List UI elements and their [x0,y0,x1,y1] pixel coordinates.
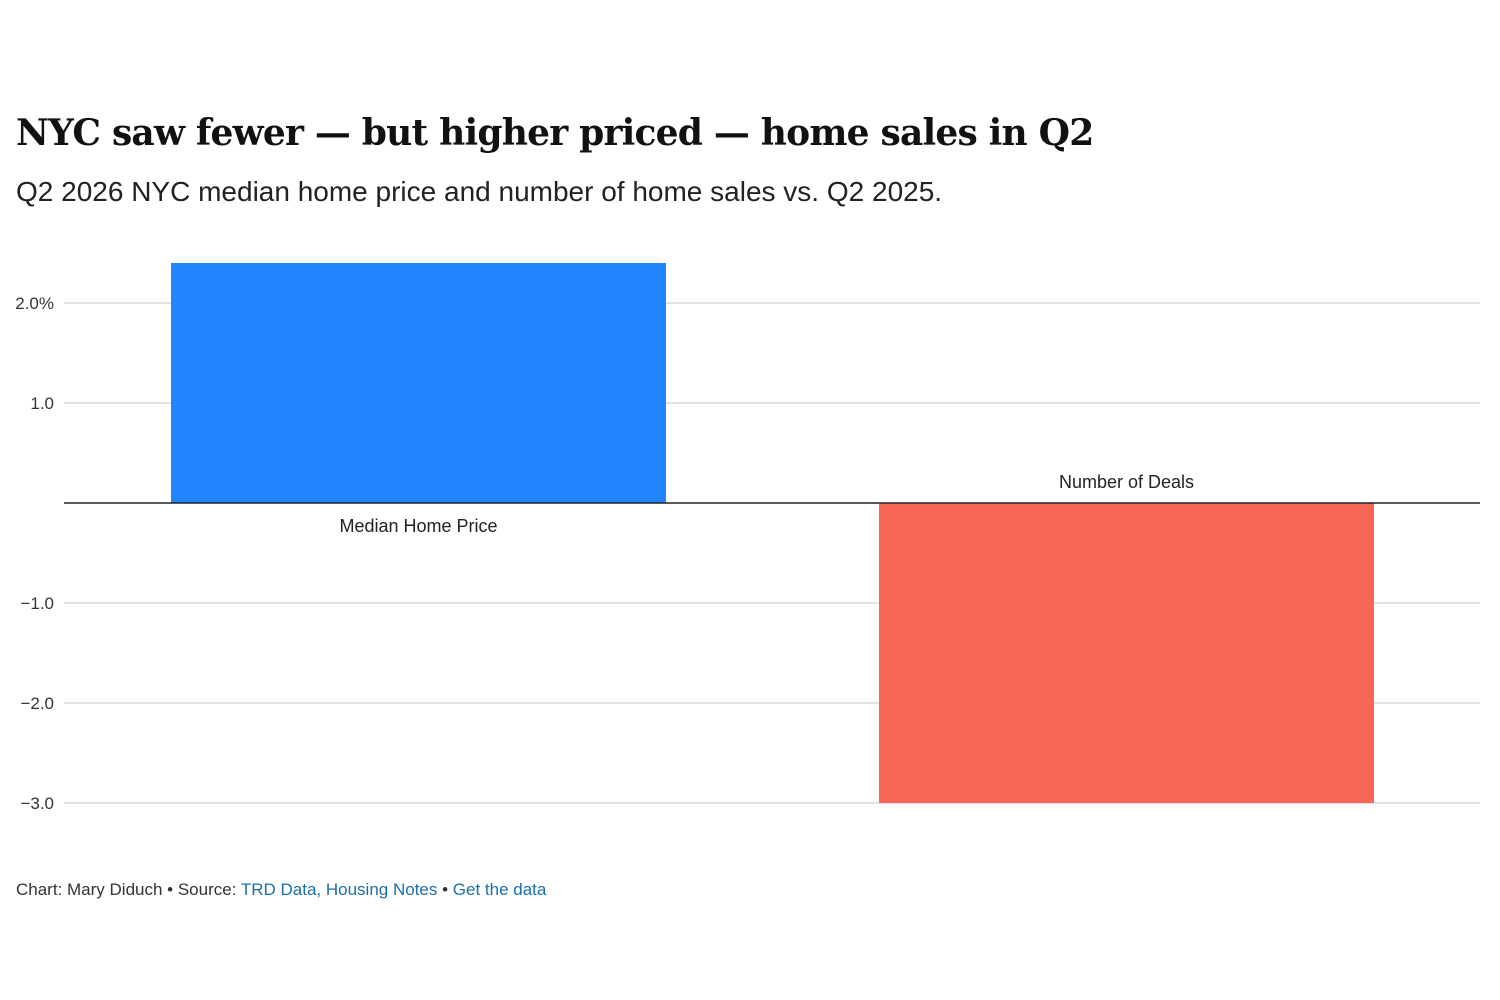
get-data-link[interactable]: Get the data [452,880,547,899]
y-tick-label: −2.0 [20,694,54,713]
chart-title: NYC saw fewer — but higher priced — home… [16,112,1094,154]
y-tick-label: 1.0 [30,394,54,413]
category-label: Number of Deals [1059,472,1194,492]
source-link[interactable]: TRD Data, Housing Notes [240,880,438,899]
footer-separator: • [437,880,453,899]
y-tick-label: −3.0 [20,794,54,813]
chart-subtitle: Q2 2026 NYC median home price and number… [16,176,943,207]
bar-0 [171,263,666,503]
footer-credit: Chart: Mary Diduch • Source: [16,880,241,899]
y-tick-label: 2.0% [15,294,54,313]
y-tick-label: −1.0 [20,594,54,613]
chart-footer: Chart: Mary Diduch • Source: TRD Data, H… [16,880,546,900]
bar-1 [879,503,1374,803]
category-label: Median Home Price [339,516,497,536]
